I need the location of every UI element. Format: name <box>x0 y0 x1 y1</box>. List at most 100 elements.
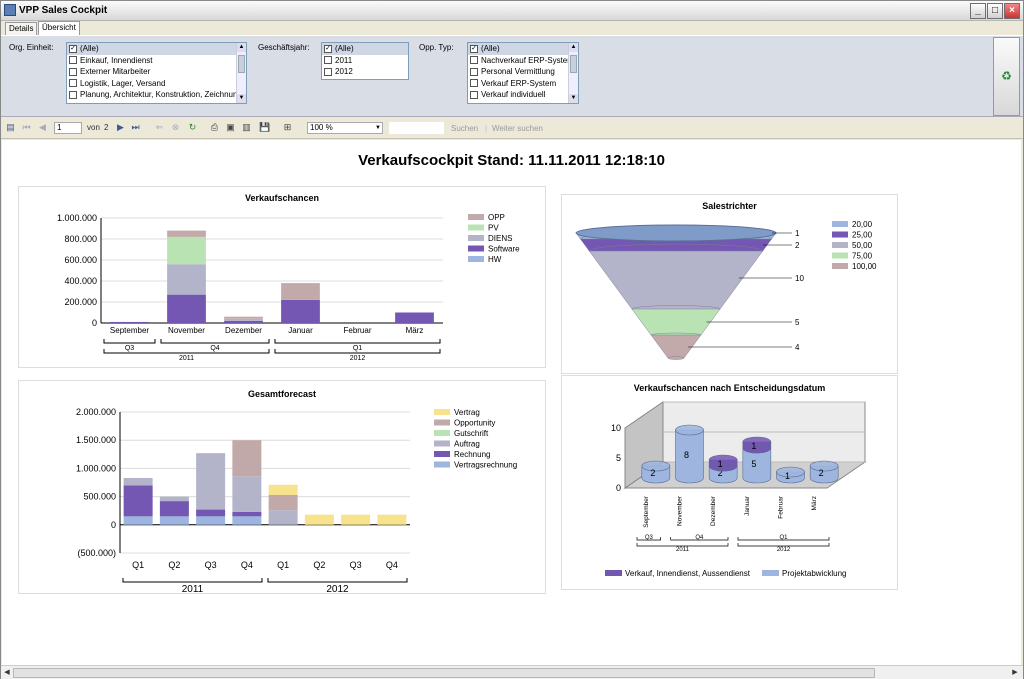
scroll-thumb[interactable] <box>13 668 875 678</box>
search-link[interactable]: Suchen <box>451 124 479 133</box>
year-item[interactable]: 2011 <box>322 55 408 67</box>
checkbox-icon[interactable] <box>470 90 478 99</box>
checkbox-icon[interactable] <box>69 56 77 65</box>
checkbox-icon[interactable] <box>470 56 478 65</box>
legend-swatch <box>832 263 848 269</box>
year-item[interactable]: 2012 <box>322 66 408 78</box>
org-scrollbar[interactable]: ▲ ▼ <box>236 43 246 103</box>
org-item[interactable]: ✓ (Alle) <box>67 43 246 55</box>
data-label: 2 <box>819 468 824 478</box>
bar-segment <box>268 484 298 495</box>
print-icon[interactable]: ⎙ <box>210 122 219 132</box>
checkbox-checked-icon[interactable]: ✓ <box>470 44 478 53</box>
zoom-select[interactable]: 100 % ▼ <box>307 122 383 134</box>
scroll-right-icon[interactable]: ▶ <box>1012 669 1018 676</box>
find-next-link[interactable]: Weiter suchen <box>492 124 543 133</box>
chart-panel-salestrichter: Salestrichter 1 2 10 5 4 20,00 25,00 50,00 75,00… <box>561 194 898 374</box>
maximize-button[interactable]: □ <box>987 3 1003 19</box>
vertical-scrollbar[interactable] <box>1021 140 1023 665</box>
type-listbox[interactable]: ✓ (Alle) Nachverkauf ERP-System Personal … <box>467 42 579 104</box>
window-title: VPP Sales Cockpit <box>19 5 108 16</box>
group-bracket <box>267 578 408 583</box>
x-tick-label: Q4 <box>386 560 398 570</box>
legend-swatch <box>832 252 848 259</box>
y-tick-label: 600.000 <box>64 255 97 265</box>
checkbox-icon[interactable] <box>69 79 77 88</box>
bar-segment <box>167 230 206 237</box>
export-icon[interactable]: 💾 <box>259 122 271 132</box>
year-item[interactable]: ✓ (Alle) <box>322 43 408 55</box>
chart-panel-entscheidungsdatum: Verkaufschancen nach Entscheidungsdatum … <box>561 375 898 590</box>
org-item[interactable]: Einkauf, Innendienst <box>67 55 246 67</box>
print-layout-icon[interactable]: ▣ <box>226 122 235 132</box>
close-button[interactable]: × <box>1004 3 1020 19</box>
y-tick-label: 200.000 <box>64 297 97 307</box>
bar-segment <box>341 514 371 525</box>
scroll-up-icon[interactable]: ▲ <box>237 43 246 52</box>
checkbox-icon[interactable] <box>69 67 77 76</box>
previous-page-icon[interactable]: ◀ <box>39 122 46 132</box>
document-map-icon[interactable]: ▤ <box>6 122 15 132</box>
last-page-icon[interactable]: ⏭ <box>131 122 140 132</box>
data-label: 8 <box>684 450 689 460</box>
group-label: Q3 <box>125 345 134 352</box>
x-tick-label: September <box>643 495 650 528</box>
tab-details[interactable]: Details <box>5 22 38 35</box>
funnel-label: 10 <box>795 274 804 283</box>
checkbox-icon[interactable] <box>324 56 332 65</box>
checkbox-icon[interactable] <box>69 90 77 99</box>
view-report-button[interactable]: ♻ <box>993 37 1020 116</box>
legend-label: Verkauf, Innendienst, Aussendienst <box>625 569 751 578</box>
bar-segment <box>268 510 298 525</box>
org-item[interactable]: Logistik, Lager, Versand <box>67 78 246 90</box>
group-label: Q4 <box>695 535 704 541</box>
legend-label: 50,00 <box>852 241 873 250</box>
group-label: Q1 <box>353 345 362 352</box>
scroll-thumb[interactable] <box>570 55 577 73</box>
bar-segment <box>167 236 206 265</box>
cylinder-body <box>675 429 704 484</box>
scroll-up-icon[interactable]: ▲ <box>569 43 578 52</box>
next-page-icon[interactable]: ▶ <box>117 122 124 132</box>
type-item[interactable]: Verkauf ERP-System <box>468 78 578 90</box>
scroll-thumb[interactable] <box>238 55 245 73</box>
bar-segment <box>110 321 149 323</box>
stop-icon[interactable]: ⊗ <box>171 122 180 132</box>
tab-uebersicht[interactable]: Übersicht <box>38 21 80 35</box>
type-item[interactable]: ✓ (Alle) <box>468 43 578 55</box>
scroll-left-icon[interactable]: ◀ <box>4 669 10 676</box>
checkbox-icon[interactable] <box>470 79 478 88</box>
type-scrollbar[interactable]: ▲ ▼ <box>568 43 578 103</box>
scroll-down-icon[interactable]: ▼ <box>237 94 246 103</box>
report-title: Verkaufscockpit Stand: 11.11.2011 12:18:… <box>358 152 665 169</box>
y-tick-label: (500.000) <box>77 548 116 558</box>
legend-swatch <box>434 461 450 468</box>
page-number-input[interactable]: 1 <box>54 122 82 134</box>
type-item[interactable]: Nachverkauf ERP-System <box>468 55 578 67</box>
x-tick-label: November <box>168 326 205 335</box>
bar-segment <box>159 501 189 517</box>
zoom-fit-icon[interactable]: ⊞ <box>283 122 292 132</box>
checkbox-icon[interactable] <box>324 67 332 76</box>
page-setup-icon[interactable]: ▥ <box>242 122 251 132</box>
checkbox-icon[interactable] <box>470 67 478 76</box>
group-bracket <box>160 339 270 344</box>
checkbox-checked-icon[interactable]: ✓ <box>324 44 332 53</box>
search-input[interactable] <box>389 122 444 134</box>
minimize-button[interactable]: _ <box>970 3 986 19</box>
first-page-icon[interactable]: ⏮ <box>22 122 31 132</box>
scroll-down-icon[interactable]: ▼ <box>569 94 578 103</box>
chart-panel-gesamtforecast: Gesamtforecast (500.000) 0 500.000 1.000.00… <box>18 380 546 595</box>
year-listbox[interactable]: ✓ (Alle) 2011 2012 <box>321 42 409 80</box>
report-canvas: Verkaufscockpit Stand: 11.11.2011 12:18:… <box>2 140 1021 665</box>
legend-label: Vertrag <box>454 408 480 417</box>
type-item[interactable]: Verkauf individuell <box>468 89 578 101</box>
horizontal-scrollbar[interactable]: ◀ ▶ <box>1 665 1023 679</box>
checkbox-checked-icon[interactable]: ✓ <box>69 44 77 53</box>
refresh-icon[interactable]: ↻ <box>188 122 197 132</box>
back-icon[interactable]: ⇐ <box>155 122 164 132</box>
type-item[interactable]: Personal Vermittlung <box>468 66 578 78</box>
org-item[interactable]: Externer Mitarbeiter <box>67 66 246 78</box>
org-listbox[interactable]: ✓ (Alle) Einkauf, Innendienst Externer Mi… <box>66 42 247 104</box>
org-item[interactable]: Planung, Architektur, Konstruktion, Zeic… <box>67 89 246 101</box>
